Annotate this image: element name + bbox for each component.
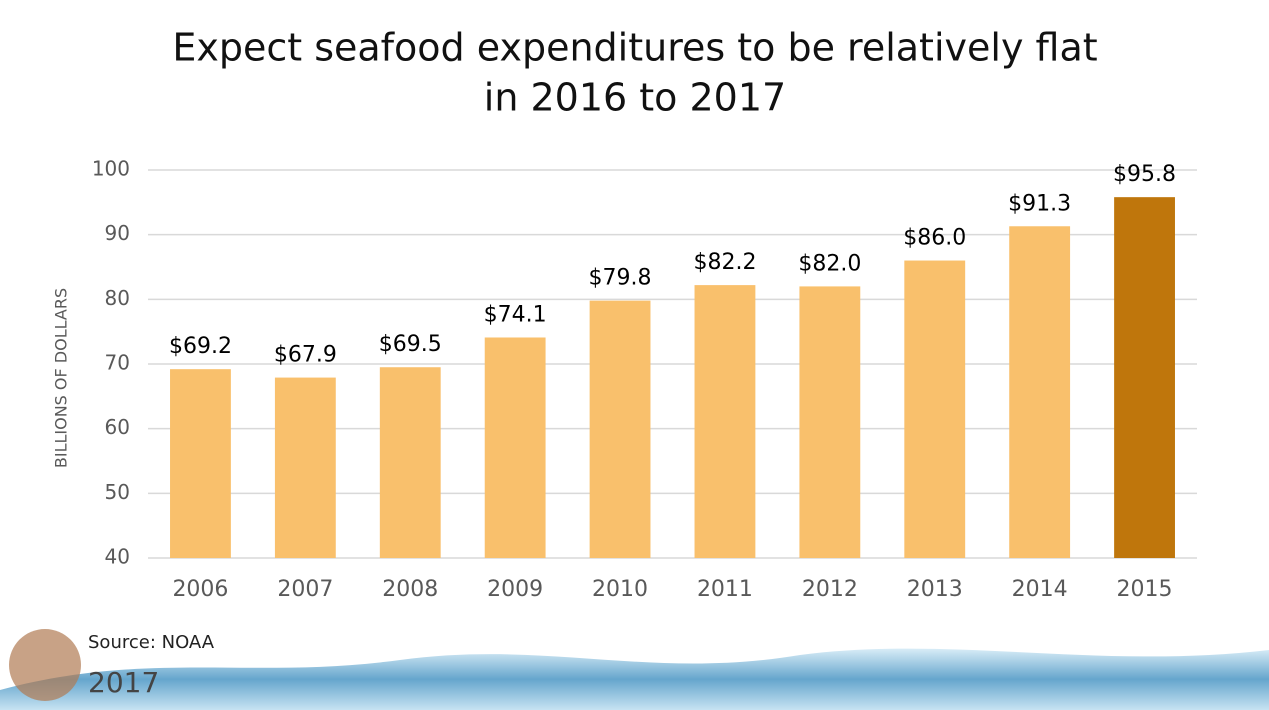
- bar: [170, 369, 231, 558]
- bar: [589, 300, 651, 558]
- chart-title: Expect seafood expenditures to be relati…: [172, 26, 1097, 70]
- value-label: $82.0: [798, 251, 861, 276]
- value-label: $95.8: [1113, 162, 1176, 187]
- y-tick-label: 50: [105, 480, 130, 504]
- y-tick-label: 40: [105, 545, 130, 569]
- value-label: $91.3: [1008, 191, 1071, 216]
- bar: [799, 286, 861, 558]
- source-note: Source: NOAA: [88, 632, 215, 653]
- x-tick-label: 2013: [907, 577, 963, 602]
- x-tick-label: 2008: [382, 577, 438, 602]
- x-tick-label: 2007: [277, 577, 333, 602]
- x-tick-label: 2014: [1012, 577, 1068, 602]
- value-label: $69.5: [379, 332, 442, 357]
- value-label: $69.2: [169, 334, 232, 359]
- y-tick-label: 60: [105, 415, 130, 439]
- x-tick-label: 2012: [802, 577, 858, 602]
- value-label: $86.0: [903, 226, 966, 251]
- y-tick-label: 80: [105, 286, 130, 310]
- x-tick-label: 2006: [172, 577, 228, 602]
- bar: [379, 367, 441, 558]
- y-tick-label: 100: [92, 157, 130, 181]
- x-tick-label: 2011: [697, 577, 753, 602]
- bar: [274, 377, 336, 558]
- bar: [1114, 197, 1175, 558]
- bar: [484, 337, 546, 558]
- chart-title: in 2016 to 2017: [484, 76, 786, 120]
- bar: [1009, 226, 1071, 558]
- y-tick-label: 90: [105, 221, 130, 245]
- conference-logo: [9, 629, 81, 701]
- value-label: $74.1: [484, 302, 547, 327]
- water-decoration: [0, 648, 1269, 710]
- footer-year: 2017: [88, 666, 159, 699]
- y-axis-label: BILLIONS OF DOLLARS: [52, 288, 71, 468]
- x-tick-label: 2010: [592, 577, 648, 602]
- value-label: $79.8: [589, 266, 652, 291]
- bar: [904, 260, 966, 558]
- value-label: $67.9: [274, 343, 337, 368]
- y-tick-label: 70: [105, 351, 130, 375]
- value-label: $82.2: [693, 250, 756, 275]
- x-tick-label: 2009: [487, 577, 543, 602]
- x-tick-label: 2015: [1117, 577, 1173, 602]
- bar: [694, 285, 756, 558]
